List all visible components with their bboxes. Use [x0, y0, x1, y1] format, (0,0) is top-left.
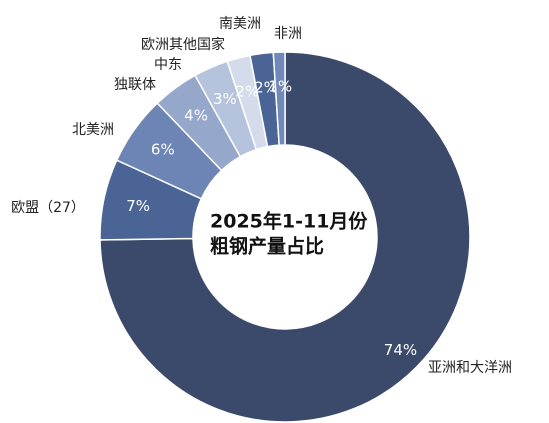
- category-label: 中东: [154, 57, 182, 73]
- donut-slice: [99, 51, 471, 423]
- value-label: 3%: [213, 90, 237, 108]
- value-label: 7%: [126, 197, 150, 215]
- value-label: 6%: [151, 140, 175, 158]
- value-label: 1%: [268, 78, 292, 96]
- chart-title-line: 2025年1-11月份: [210, 210, 368, 233]
- value-label: 4%: [184, 107, 208, 125]
- category-label: 非洲: [274, 26, 302, 42]
- value-label: 2%: [235, 82, 259, 100]
- category-label: 欧洲其他国家: [141, 36, 225, 53]
- category-label: 北美洲: [72, 122, 114, 138]
- value-label: 2%: [254, 79, 278, 97]
- category-label: 独联体: [114, 77, 156, 93]
- category-label: 亚洲和大洋洲: [428, 360, 512, 376]
- value-label: 74%: [384, 341, 417, 359]
- donut-slice: [272, 51, 286, 146]
- category-label: 欧盟（27）: [11, 200, 85, 216]
- chart-title-line: 粗钢产量占比: [210, 235, 324, 258]
- category-label: 南美洲: [219, 16, 261, 32]
